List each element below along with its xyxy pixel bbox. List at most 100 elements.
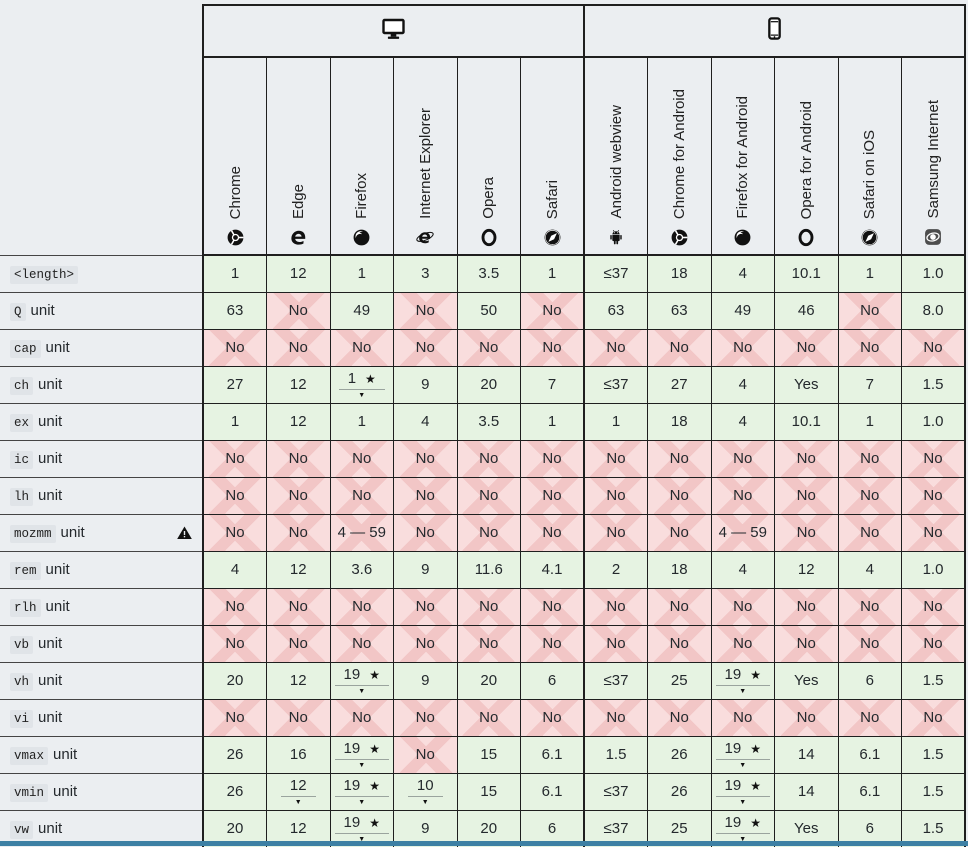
support-cell[interactable]: 19 ★ ▼ xyxy=(710,809,775,847)
support-cell: No xyxy=(393,291,458,330)
support-value: No xyxy=(542,487,562,504)
support-cell: 4 xyxy=(710,550,775,589)
support-value: No xyxy=(352,635,372,652)
support-cell: No xyxy=(901,587,966,626)
support-cell[interactable]: 19 ★ ▼ xyxy=(329,809,394,847)
firefox-icon xyxy=(733,228,752,247)
edge-icon xyxy=(289,228,308,247)
support-cell: 4.1 xyxy=(520,550,585,589)
support-value: 19 xyxy=(343,814,361,832)
support-value: 4 — 59 xyxy=(718,524,767,541)
support-cell: No xyxy=(266,698,331,737)
support-value: No xyxy=(606,524,626,541)
support-cell[interactable]: 19 ★ ▼ xyxy=(329,735,394,774)
support-value: 9 xyxy=(421,820,430,838)
support-cell: No xyxy=(456,439,521,478)
feature-row-vw: vw unit 20 12 19 ★ ▼ 9 20 6 ≤37 25 19 ★ ▼ Yes 6 1.5 xyxy=(0,809,966,847)
chrome-icon xyxy=(226,228,245,247)
support-value: 46 xyxy=(797,302,815,319)
feature-code: vmax xyxy=(10,747,49,765)
support-value: 14 xyxy=(797,746,815,763)
support-value: 1 xyxy=(865,265,874,283)
support-cell: No xyxy=(456,513,521,552)
browser-name-label: Opera xyxy=(480,177,498,219)
feature-row-rlh: rlh unit No No No No No No No No No No No No xyxy=(0,587,966,626)
support-value: 1.0 xyxy=(922,265,944,283)
support-value: No xyxy=(669,450,689,467)
support-value: No xyxy=(479,635,499,652)
support-cell[interactable]: 19 ★ ▼ xyxy=(329,661,394,700)
chrome-icon xyxy=(670,228,689,247)
support-cell[interactable]: 19 ★ ▼ xyxy=(710,735,775,774)
support-cell: 1 xyxy=(837,402,902,441)
support-cell[interactable]: 10 ▼ xyxy=(393,772,458,811)
support-cell[interactable]: 1 ★ ▼ xyxy=(329,365,394,404)
column-header-opera-for-android: Opera for Android xyxy=(774,56,839,256)
support-value: No xyxy=(415,598,435,615)
support-cell: 1.5 xyxy=(901,772,966,811)
support-cell: 1 xyxy=(520,402,585,441)
support-cell: 1 xyxy=(583,402,648,441)
support-cell: No xyxy=(583,328,648,367)
support-value: No xyxy=(225,487,245,504)
support-cell: No xyxy=(202,328,267,367)
support-value: No xyxy=(415,709,435,726)
support-value: 6.1 xyxy=(859,746,881,763)
browser-name-label: Safari on iOS xyxy=(861,129,879,219)
support-cell: 8.0 xyxy=(901,291,966,330)
support-cell: No xyxy=(393,439,458,478)
support-value: ≤37 xyxy=(603,265,629,283)
support-cell: ≤37 xyxy=(583,254,648,293)
support-cell: 16 xyxy=(266,735,331,774)
support-cell: No xyxy=(837,624,902,663)
support-value: No xyxy=(860,598,880,615)
support-value: No xyxy=(606,339,626,356)
support-cell: No xyxy=(774,476,839,515)
support-cell[interactable]: 19 ★ ▼ xyxy=(710,661,775,700)
support-cell: 6 xyxy=(837,661,902,700)
support-cell: 7 xyxy=(520,365,585,404)
support-value: No xyxy=(415,302,435,319)
support-cell: No xyxy=(837,476,902,515)
support-cell: 14 xyxy=(774,735,839,774)
support-value: 12 xyxy=(797,561,815,578)
support-value: No xyxy=(923,524,943,541)
support-value: 1 xyxy=(230,413,240,430)
expand-caret-icon: ▼ xyxy=(358,836,366,844)
feature-suffix: unit xyxy=(38,376,63,393)
feature-suffix: unit xyxy=(53,746,78,763)
support-cell[interactable]: 12 ▼ xyxy=(266,772,331,811)
support-cell: 27 xyxy=(202,365,267,404)
feature-suffix: unit xyxy=(45,598,70,615)
support-cell: ≤37 xyxy=(583,772,648,811)
support-cell[interactable]: 19 ★ ▼ xyxy=(329,772,394,811)
feature-code: <length> xyxy=(10,266,79,284)
support-cell: 3 xyxy=(393,254,458,293)
support-cell: 1 xyxy=(520,254,585,293)
support-cell: 4 — 59 xyxy=(710,513,775,552)
feature-code: vb xyxy=(10,636,34,654)
support-cell: 1.5 xyxy=(901,735,966,774)
feature-code: ch xyxy=(10,377,34,395)
support-cell[interactable]: 19 ★ ▼ xyxy=(710,772,775,811)
support-cell: 4 xyxy=(710,365,775,404)
support-value: 6 xyxy=(547,820,557,838)
support-value: No xyxy=(479,524,499,541)
feature-row-vi: vi unit No No No No No No No No No No No No xyxy=(0,698,966,737)
support-cell: ≤37 xyxy=(583,809,648,847)
support-cell: No xyxy=(266,476,331,515)
support-value: No xyxy=(288,302,308,319)
row-label: lh unit xyxy=(0,476,204,515)
support-value: 1.5 xyxy=(922,376,944,393)
support-value: 4 xyxy=(738,413,747,430)
row-label: vh unit xyxy=(0,661,204,700)
support-value: No xyxy=(606,709,626,726)
support-value: No xyxy=(415,746,435,763)
support-value: No xyxy=(860,635,880,652)
support-cell: 2 xyxy=(583,550,648,589)
note-star-icon: ★ xyxy=(369,741,380,756)
support-value: No xyxy=(669,598,689,615)
support-cell: 12 xyxy=(266,550,331,589)
feature-suffix: unit xyxy=(38,672,63,689)
